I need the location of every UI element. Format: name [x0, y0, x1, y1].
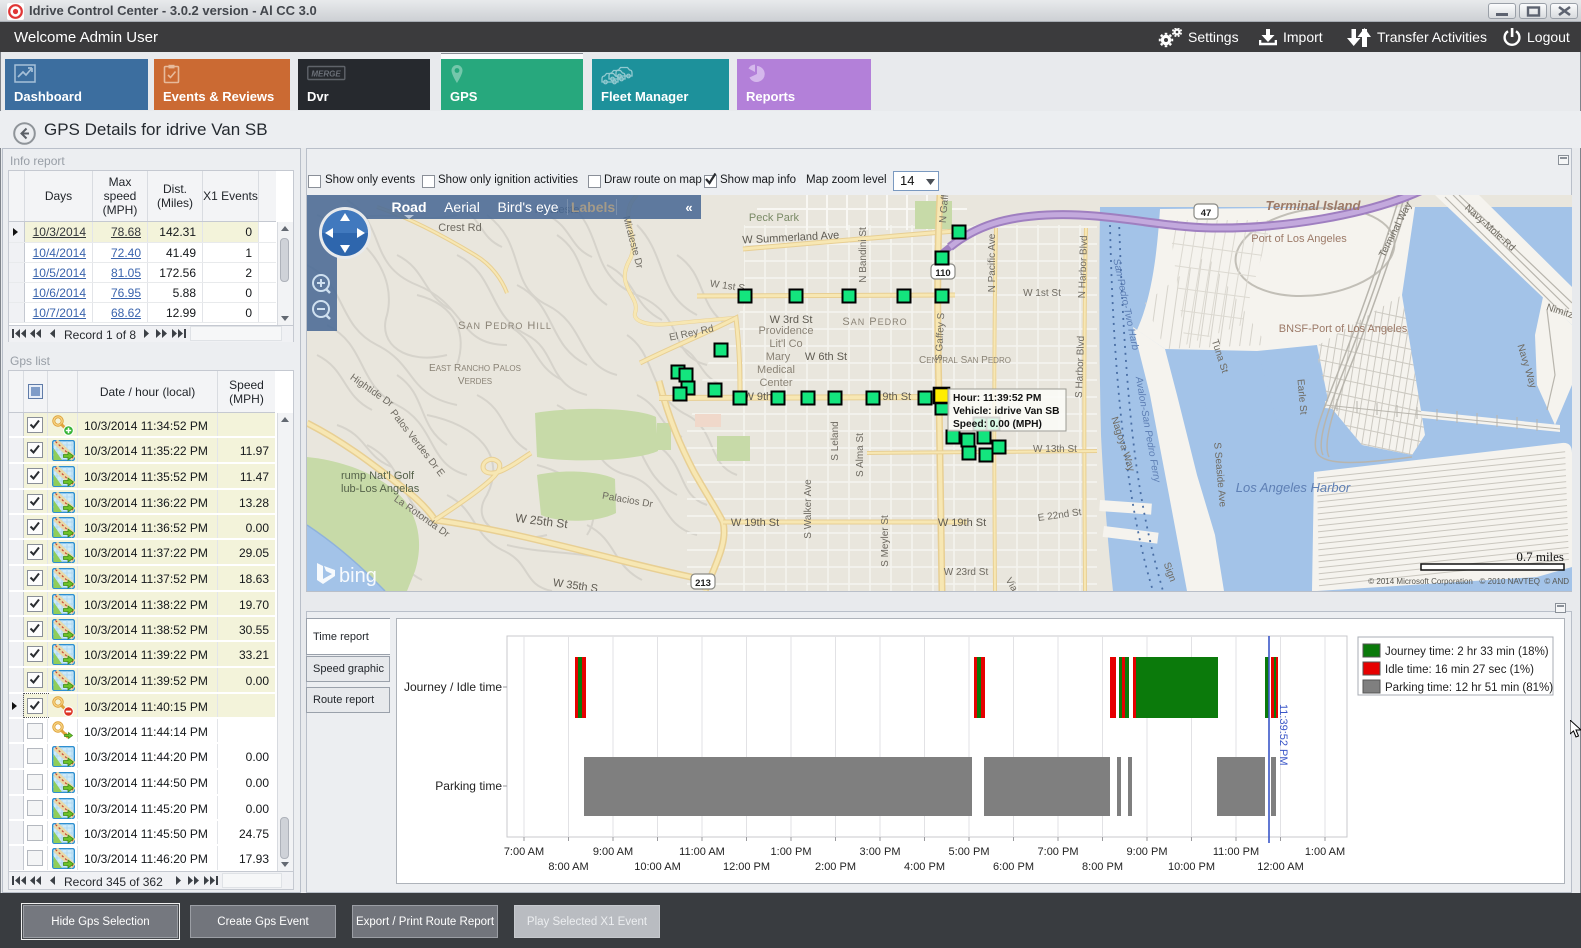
svg-text:Medical: Medical — [757, 364, 795, 376]
svg-text:Journey time: 2 hr 33 min (18%: Journey time: 2 hr 33 min (18%) — [1385, 646, 1549, 658]
svg-text:12:00 PM: 12:00 PM — [723, 861, 770, 873]
svg-text:EAST RANCHO PALOS: EAST RANCHO PALOS — [429, 363, 521, 374]
svg-text:SAN PEDRO HILL: SAN PEDRO HILL — [458, 320, 552, 332]
svg-text:Parking time: 12 hr 51 min (81: Parking time: 12 hr 51 min (81%) — [1385, 682, 1553, 694]
svg-text:Parking time: Parking time — [435, 779, 502, 793]
svg-text:© 2014 Microsoft Corporation: © 2014 Microsoft Corporation © 2010 NAVT… — [1368, 577, 1569, 586]
svg-text:2:00 PM: 2:00 PM — [815, 861, 856, 873]
svg-text:Lit'l Co: Lit'l Co — [769, 338, 802, 350]
svg-text:«: « — [685, 200, 692, 215]
svg-text:10:00 PM: 10:00 PM — [1168, 861, 1215, 873]
svg-text:11:39:52 PM: 11:39:52 PM — [1277, 704, 1289, 766]
svg-text:S Leland: S Leland — [830, 421, 841, 460]
svg-text:S Meyler St: S Meyler St — [880, 515, 891, 567]
svg-text:S Alma St: S Alma St — [855, 433, 866, 477]
svg-text:9:00 PM: 9:00 PM — [1127, 846, 1168, 858]
svg-text:N Harbor Blvd: N Harbor Blvd — [1077, 235, 1090, 298]
svg-text:Peck Park: Peck Park — [749, 212, 800, 224]
svg-text:W Summerland Ave: W Summerland Ave — [742, 229, 840, 246]
svg-text:Los Angeles Harbor: Los Angeles Harbor — [1236, 480, 1351, 495]
svg-text:Via: Via — [1003, 576, 1020, 591]
svg-text:47: 47 — [1201, 208, 1212, 219]
svg-text:7:00 AM: 7:00 AM — [504, 846, 544, 858]
svg-text:W 13th St: W 13th St — [1033, 444, 1077, 455]
svg-text:1:00 PM: 1:00 PM — [771, 846, 812, 858]
svg-text:W 25th St: W 25th St — [514, 511, 569, 531]
svg-text:N Pacific Ave: N Pacific Ave — [987, 233, 998, 292]
svg-text:S Harbor Blvd: S Harbor Blvd — [1074, 336, 1087, 399]
svg-text:Providence: Providence — [758, 325, 813, 337]
svg-text:4:00 PM: 4:00 PM — [904, 861, 945, 873]
svg-text:bing: bing — [339, 565, 377, 587]
svg-text:VERDES: VERDES — [458, 376, 492, 387]
svg-text:BNSF-Port of Los Angeles: BNSF-Port of Los Angeles — [1279, 323, 1408, 335]
svg-text:W 3rd St: W 3rd St — [770, 314, 813, 326]
svg-text:N Gaff: N Gaff — [938, 195, 951, 224]
svg-text:Earle St: Earle St — [1294, 379, 1308, 416]
svg-text:6:00 PM: 6:00 PM — [993, 861, 1034, 873]
svg-text:W 19th St: W 19th St — [938, 517, 986, 529]
svg-text:W 23rd St: W 23rd St — [944, 567, 989, 578]
svg-text:11:00 AM: 11:00 AM — [679, 846, 725, 858]
svg-text:N Bandini St: N Bandini St — [858, 227, 869, 283]
svg-text:11:00 PM: 11:00 PM — [1213, 846, 1259, 858]
svg-text:W 1st St: W 1st St — [1023, 288, 1061, 299]
svg-text:W 6th St: W 6th St — [805, 351, 847, 363]
svg-text:Vehicle: idrive Van SB: Vehicle: idrive Van SB — [953, 406, 1059, 417]
svg-text:lub-Los Angelas: lub-Los Angelas — [341, 483, 420, 495]
svg-text:Bird's eye: Bird's eye — [497, 199, 558, 215]
svg-text:W 1st S: W 1st S — [709, 279, 746, 295]
svg-text:Crest Rd: Crest Rd — [438, 222, 481, 234]
svg-text:MERGE: MERGE — [311, 70, 341, 79]
svg-text:3:00 PM: 3:00 PM — [860, 846, 901, 858]
svg-text:rump Nat'l Golf: rump Nat'l Golf — [341, 470, 415, 482]
svg-text:8:00 AM: 8:00 AM — [548, 861, 588, 873]
svg-text:7:00 PM: 7:00 PM — [1038, 846, 1079, 858]
svg-text:10:00 AM: 10:00 AM — [634, 861, 680, 873]
svg-text:S Walker Ave: S Walker Ave — [803, 479, 814, 539]
svg-text:Port of Los Angeles: Port of Los Angeles — [1251, 233, 1347, 245]
svg-text:110: 110 — [935, 268, 950, 279]
svg-text:CENTRAL SAN PEDRO: CENTRAL SAN PEDRO — [919, 355, 1011, 366]
svg-text:S Gaffey S: S Gaffey S — [934, 312, 948, 361]
svg-text:1:00 AM: 1:00 AM — [1305, 846, 1345, 858]
svg-text:Mary: Mary — [766, 351, 791, 363]
svg-text:5:00 PM: 5:00 PM — [949, 846, 990, 858]
svg-text:Labels: Labels — [571, 199, 616, 215]
svg-text:Road: Road — [392, 199, 427, 215]
svg-text:Terminal Island: Terminal Island — [1266, 198, 1362, 213]
svg-text:Journey / Idle time: Journey / Idle time — [404, 680, 502, 694]
svg-text:Speed: 0.00 (MPH): Speed: 0.00 (MPH) — [953, 419, 1042, 430]
svg-text:Idle time: 16 min 27 sec (1%): Idle time: 16 min 27 sec (1%) — [1385, 664, 1534, 676]
svg-text:8:00 PM: 8:00 PM — [1082, 861, 1123, 873]
svg-text:Center: Center — [759, 377, 792, 389]
svg-text:0.7 miles: 0.7 miles — [1516, 549, 1564, 564]
svg-text:12:00 AM: 12:00 AM — [1257, 861, 1303, 873]
svg-text:Hour: 11:39:52 PM: Hour: 11:39:52 PM — [953, 393, 1041, 404]
svg-text:Aerial: Aerial — [444, 199, 480, 215]
svg-text:9:00 AM: 9:00 AM — [593, 846, 633, 858]
svg-text:W 19th St: W 19th St — [731, 517, 779, 529]
svg-text:SAN PEDRO: SAN PEDRO — [842, 316, 907, 328]
svg-text:213: 213 — [695, 578, 711, 589]
